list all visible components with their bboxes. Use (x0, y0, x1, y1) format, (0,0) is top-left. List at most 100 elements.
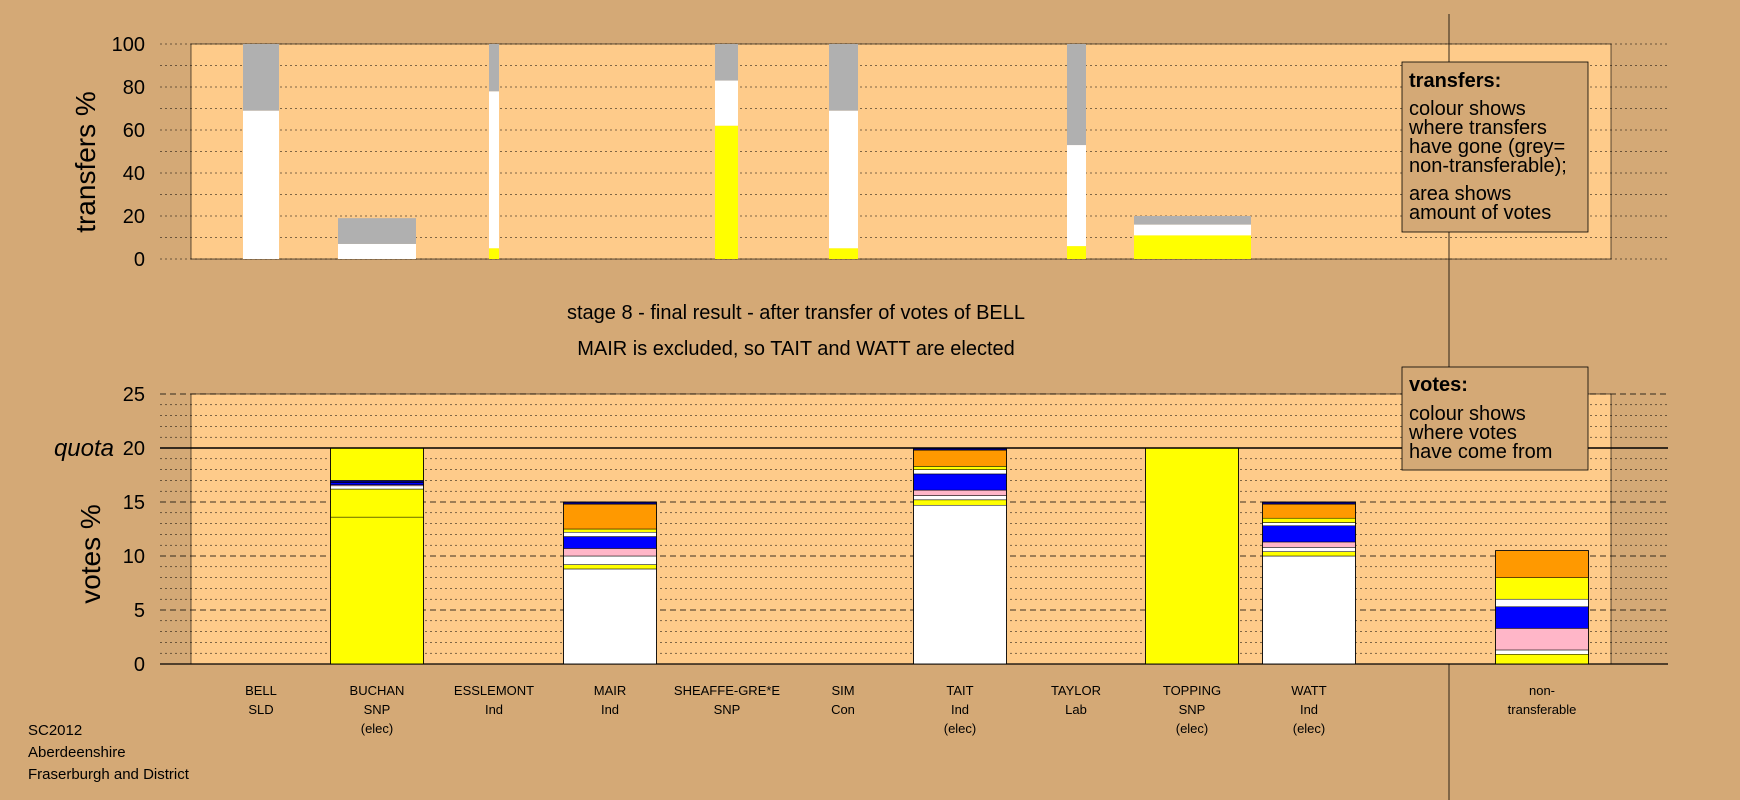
vote-segment-blue (1495, 606, 1589, 629)
transfers-panel: 0 20 40 60 80 100 transfers % (70, 34, 1668, 271)
transfer-segment-grey (1134, 216, 1251, 225)
transfer-segment-yellow (489, 248, 499, 259)
vote-segment-white (1262, 555, 1356, 665)
vote-bar-outline (1495, 550, 1589, 665)
candidate-name: TAIT (946, 683, 973, 698)
candidate-labels: BELL SLD BUCHAN SNP (elec) ESSLEMONT Ind MAIR In… (245, 683, 1576, 736)
candidate-party: SNP (1179, 702, 1206, 717)
candidate-name: BUCHAN (350, 683, 405, 698)
votes-y-tick-label: 0 (134, 654, 145, 676)
transfers-legend-box (1401, 61, 1589, 233)
vote-segment-blue (913, 473, 1007, 491)
candidate-status: (elec) (1176, 721, 1209, 736)
candidate-name: MAIR (594, 683, 627, 698)
vote-segment-yellow (563, 564, 657, 570)
transfer-segment-white (1134, 224, 1251, 236)
transfers-legend-line: colour shows (1409, 98, 1526, 120)
candidate-status: (elec) (944, 721, 977, 736)
candidate-name: WATT (1291, 683, 1326, 698)
votes-legend: votes: colour shows where votes have com… (1401, 366, 1589, 471)
votes-panel: 0 5 10 15 20 25 quota votes % BELL SLD BUCHAN SN… (54, 384, 1668, 736)
transfers-y-ticks: 0 20 40 60 80 100 (112, 34, 145, 271)
vote-segment-yellow (913, 499, 1007, 506)
transfers-legend-line: where transfers (1408, 117, 1547, 139)
candidate-name: SIM (831, 683, 854, 698)
candidate-name: SHEAFFE-GRE*E (674, 683, 781, 698)
vote-segment-navy (330, 480, 424, 483)
candidate-party: SLD (248, 702, 273, 717)
candidate-name: TAYLOR (1051, 683, 1101, 698)
transfers-legend-line: non-transferable); (1409, 155, 1567, 177)
vote-segment-blue (330, 482, 424, 485)
vote-segment-orange (913, 449, 1007, 467)
transfer-segment-white (338, 243, 416, 259)
candidate-party: Ind (601, 702, 619, 717)
vote-segment-blue (563, 536, 657, 549)
vote-segment-white (1262, 522, 1356, 527)
vote-segment-blue (1262, 525, 1356, 543)
votes-y-tick-label: 15 (123, 492, 145, 514)
transfers-y-tick-label: 60 (123, 120, 145, 142)
transfers-y-tick-label: 40 (123, 163, 145, 185)
vote-segment-white (913, 504, 1007, 665)
vote-segment-orange (1495, 550, 1589, 578)
votes-legend-line: colour shows (1409, 403, 1526, 425)
candidate-name: TOPPING (1163, 683, 1221, 698)
vote-segment-orange (563, 503, 657, 530)
transfer-segment-grey (338, 218, 416, 244)
transfer-segment-white (829, 110, 858, 249)
footer-ward: Fraserburgh and District (28, 766, 190, 783)
vote-segment-white (563, 531, 657, 537)
transfer-segment-yellow (715, 125, 738, 259)
transfers-legend-line: amount of votes (1409, 202, 1551, 224)
candidate-party: Ind (1300, 702, 1318, 717)
candidate-party: SNP (714, 702, 741, 717)
candidate-party: Lab (1065, 702, 1087, 717)
vote-segment-orange (1262, 503, 1356, 519)
candidate-status: (elec) (361, 721, 394, 736)
transfers-legend-line: area shows (1409, 183, 1511, 205)
vote-segment-yellow (563, 528, 657, 533)
quota-label: quota (54, 435, 114, 462)
candidate-party: Con (831, 702, 855, 717)
vote-segment-pink (563, 548, 657, 557)
transfers-bars (243, 44, 1251, 260)
vote-segment-white (913, 469, 1007, 475)
candidate-name: ESSLEMONT (454, 683, 534, 698)
transfers-legend: transfers: colour shows where transfers … (1401, 61, 1589, 233)
candidate-party: Ind (485, 702, 503, 717)
vote-segment-white (913, 495, 1007, 501)
transfers-y-label: transfers % (70, 91, 101, 233)
vote-segment-pink (1262, 541, 1356, 548)
transfer-segment-grey (1067, 44, 1086, 146)
transfer-segment-white (1067, 145, 1086, 247)
candidate-party: SNP (364, 702, 391, 717)
vote-segment-yellow (1495, 654, 1589, 665)
vote-segment-yellow (330, 516, 424, 665)
candidate-party: transferable (1508, 702, 1577, 717)
stage-title: stage 8 - final result - after transfer … (567, 302, 1025, 324)
transfer-segment-yellow (829, 248, 858, 259)
votes-y-tick-label: 25 (123, 384, 145, 406)
votes-y-ticks: 0 5 10 15 20 25 (123, 384, 145, 676)
vote-segment-yellow (330, 488, 424, 518)
votes-legend-line: where votes (1408, 422, 1517, 444)
transfer-segment-grey (489, 44, 499, 92)
footer: SC2012 Aberdeenshire Fraserburgh and Dis… (28, 722, 190, 783)
candidate-status: (elec) (1293, 721, 1326, 736)
votes-y-tick-label: 5 (134, 600, 145, 622)
footer-election: SC2012 (28, 722, 82, 739)
transfer-segment-grey (715, 44, 738, 81)
votes-y-tick-label: 20 (123, 438, 145, 460)
votes-y-tick-label: 10 (123, 546, 145, 568)
footer-council: Aberdeenshire (28, 744, 126, 761)
vote-segment-yellow (913, 466, 1007, 470)
transfer-segment-yellow (1067, 246, 1086, 259)
transfer-segment-grey (243, 44, 279, 111)
transfer-segment-white (715, 80, 738, 126)
votes-legend-line: have come from (1409, 441, 1552, 463)
vote-segment-yellow (1262, 551, 1356, 557)
vote-segment-white (330, 485, 424, 490)
candidate-name: BELL (245, 683, 277, 698)
